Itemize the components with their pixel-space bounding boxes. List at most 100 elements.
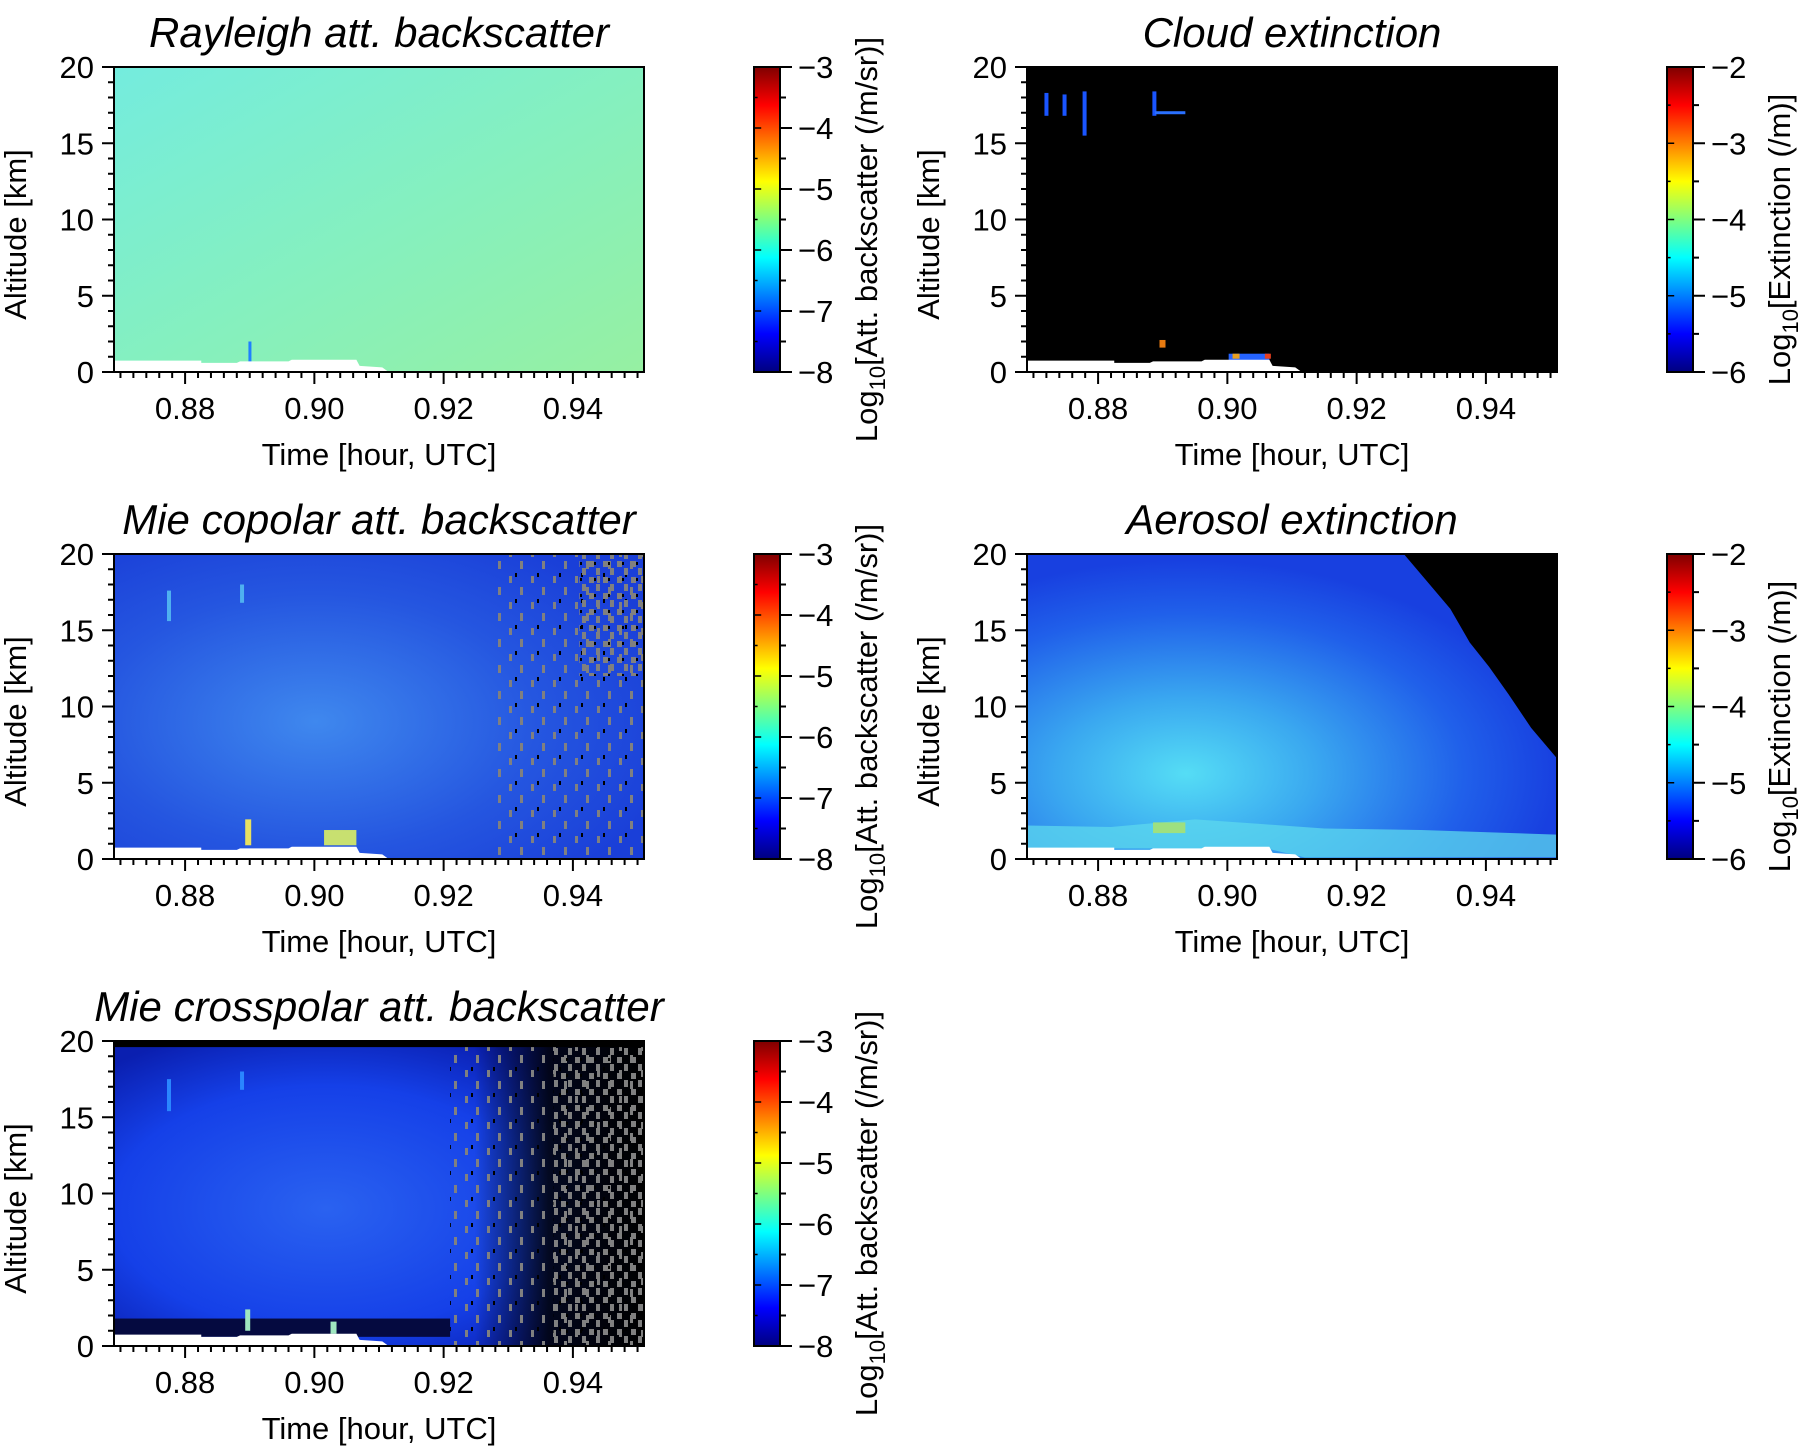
- crosspolar-low-1: [245, 1309, 251, 1331]
- x-tick-label: 0.90: [284, 391, 344, 426]
- colorbar-label-quantity: [Att. backscatter (/m/sr)]: [849, 1011, 884, 1340]
- y-tick-label: 15: [973, 613, 1007, 648]
- low-cloud-2: [1228, 353, 1270, 362]
- x-tick-label: 0.92: [413, 391, 473, 426]
- cirrus-cloud-3: [1082, 91, 1087, 136]
- x-tick-label: 0.90: [284, 878, 344, 913]
- plot-field: [1027, 554, 1557, 859]
- copolar-low-2: [324, 830, 357, 846]
- aerosol-nodata: [1403, 554, 1557, 759]
- cloud-field: [1027, 67, 1557, 372]
- x-tick-label: 0.94: [543, 391, 603, 426]
- x-tick-label: 0.92: [1326, 391, 1386, 426]
- y-tick-label: 5: [990, 279, 1007, 314]
- x-tick-label: 0.92: [413, 878, 473, 913]
- y-tick-label: 5: [990, 766, 1007, 801]
- colorbar-label: Log10[Extinction (/m)]: [1762, 581, 1803, 873]
- y-axis-label: Altitude [km]: [911, 636, 946, 807]
- y-axis-label: Altitude [km]: [0, 149, 33, 320]
- colorbar-label: Log10[Att. backscatter (/m/sr)]: [849, 524, 890, 929]
- y-tick-label: 5: [77, 766, 94, 801]
- colorbar-tick-label: −5: [1711, 279, 1746, 314]
- y-axis-label: Altitude [km]: [0, 1123, 33, 1294]
- panel-5: 0 5 10 15 20 0.88 0.90 0.92 0.94 Time [hour, UTC]…: [0, 983, 890, 1446]
- colorbar-tick-label: −4: [798, 1085, 833, 1120]
- x-tick-label: 0.94: [543, 878, 603, 913]
- colorbar: −3 −4 −5 −6 −7 −8 Log10[Att. backscatter (/m/s…: [753, 1011, 890, 1416]
- colorbar-label-quantity: [Att. backscatter (/m/sr)]: [849, 524, 884, 853]
- panel-3: 0 5 10 15 20 0.88 0.90 0.92 0.94 Time [hour, UTC]…: [0, 496, 890, 959]
- cirrus-cloud-1: [1044, 92, 1049, 116]
- surface: [1027, 359, 1557, 372]
- x-tick-label: 0.94: [1456, 391, 1516, 426]
- x-tick-label: 0.88: [1068, 878, 1128, 913]
- colorbar: −2 −3 −4 −5 −6 Log10[Extinction (/m)]: [1666, 537, 1803, 877]
- colorbar-tick-label: −4: [1711, 690, 1746, 725]
- surface: [114, 1333, 644, 1346]
- colorbar-label: Log10[Att. backscatter (/m/sr)]: [849, 1011, 890, 1416]
- colorbar-label-log: Log: [849, 877, 884, 929]
- y-tick-label: 20: [60, 537, 94, 572]
- y-tick-label: 0: [990, 842, 1007, 877]
- rayleigh-field: [114, 67, 644, 372]
- colorbar: −3 −4 −5 −6 −7 −8 Log10[Att. backscatter (/m/s…: [753, 524, 890, 929]
- panel-2: 0 5 10 15 20 0.88 0.90 0.92 0.94 Time [hour, UTC]…: [911, 9, 1803, 472]
- panel-title: Mie crosspolar att. backscatter: [94, 983, 666, 1030]
- y-tick-label: 15: [60, 613, 94, 648]
- y-tick-label: 10: [973, 203, 1007, 238]
- surface: [114, 846, 644, 859]
- colorbar-tick-label: −6: [798, 720, 833, 755]
- colorbar-gradient: [753, 553, 781, 860]
- y-tick-label: 10: [60, 1177, 94, 1212]
- y-tick-label: 0: [77, 842, 94, 877]
- y-tick-label: 0: [990, 355, 1007, 390]
- x-tick-label: 0.88: [155, 1365, 215, 1400]
- colorbar-tick-label: −5: [798, 172, 833, 207]
- x-axis-label: Time [hour, UTC]: [1175, 437, 1410, 472]
- colorbar: −3 −4 −5 −6 −7 −8 Log10[Att. backscatter (/m/s…: [753, 37, 890, 442]
- x-axis-label: Time [hour, UTC]: [262, 924, 497, 959]
- colorbar-label-log: Log: [1762, 334, 1797, 386]
- y-tick-label: 0: [77, 355, 94, 390]
- colorbar-label: Log10[Att. backscatter (/m/sr)]: [849, 37, 890, 442]
- panel-title: Cloud extinction: [1143, 9, 1442, 56]
- x-tick-label: 0.92: [1326, 878, 1386, 913]
- y-tick-label: 5: [77, 279, 94, 314]
- colorbar-tick-label: −7: [798, 294, 833, 329]
- colorbar-tick-label: −4: [1711, 203, 1746, 238]
- low-cloud-3: [1232, 353, 1240, 359]
- copolar-cirrus-1: [167, 590, 171, 622]
- colorbar-label-base: 10: [865, 1340, 890, 1364]
- x-axis-label: Time [hour, UTC]: [1175, 924, 1410, 959]
- copolar-nodata-dense: [579, 554, 644, 676]
- colorbar-label-log: Log: [849, 1364, 884, 1416]
- plot-field: [114, 67, 644, 372]
- rayleigh-spike: [248, 341, 252, 363]
- colorbar-label-quantity: [Att. backscatter (/m/sr)]: [849, 37, 884, 366]
- colorbar-label-base: 10: [865, 366, 890, 390]
- y-tick-label: 15: [973, 126, 1007, 161]
- plot-field: [114, 554, 644, 859]
- colorbar-label-quantity: [Extinction (/m)]: [1762, 581, 1797, 796]
- x-tick-label: 0.88: [155, 391, 215, 426]
- plot-field: [1027, 67, 1557, 372]
- colorbar-tick-label: −3: [798, 1024, 833, 1059]
- y-tick-label: 15: [60, 126, 94, 161]
- crosspolar-nodata-dense: [553, 1041, 644, 1346]
- crosspolar-low-2: [330, 1321, 337, 1334]
- panel-title: Aerosol extinction: [1123, 496, 1458, 543]
- colorbar-tick-label: −3: [1711, 126, 1746, 161]
- panels: 0 5 10 15 20 0.88 0.90 0.92 0.94 Time [hour, UTC]…: [0, 9, 1803, 1446]
- colorbar-label-log: Log: [849, 390, 884, 442]
- y-tick-label: 5: [77, 1253, 94, 1288]
- crosspolar-low-dark: [114, 1318, 451, 1337]
- colorbar-tick-label: −5: [1711, 766, 1746, 801]
- aerosol-patch: [1153, 822, 1186, 834]
- surface: [114, 359, 644, 372]
- colorbar-gradient: [753, 66, 781, 373]
- x-tick-label: 0.94: [543, 1365, 603, 1400]
- cirrus-cloud-4: [1152, 91, 1157, 116]
- colorbar-tick-label: −6: [798, 233, 833, 268]
- colorbar-tick-label: −6: [798, 1207, 833, 1242]
